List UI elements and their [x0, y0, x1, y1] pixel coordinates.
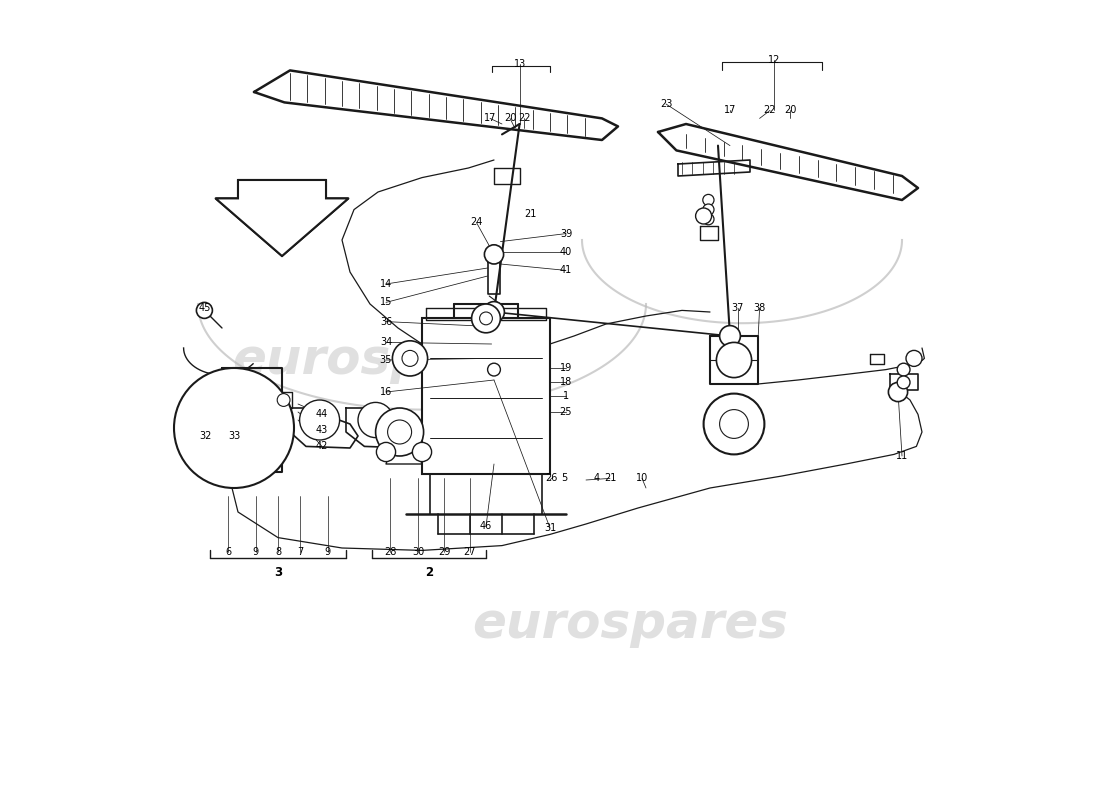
Text: 8: 8: [275, 547, 282, 557]
FancyBboxPatch shape: [422, 318, 550, 474]
Circle shape: [480, 312, 493, 325]
Text: 20: 20: [784, 106, 796, 115]
Text: 5: 5: [561, 474, 568, 483]
Circle shape: [240, 444, 264, 468]
Text: 22: 22: [763, 106, 777, 115]
Circle shape: [472, 304, 500, 333]
Text: 6: 6: [226, 547, 231, 557]
Circle shape: [376, 442, 396, 462]
Text: 17: 17: [724, 106, 736, 115]
Text: 18: 18: [560, 378, 572, 387]
Text: 38: 38: [754, 303, 766, 313]
Circle shape: [906, 350, 922, 366]
Text: 46: 46: [480, 522, 492, 531]
Circle shape: [277, 394, 290, 406]
Text: 23: 23: [660, 99, 672, 109]
Circle shape: [412, 442, 431, 462]
Text: 27: 27: [464, 547, 476, 557]
Circle shape: [393, 341, 428, 376]
Text: 36: 36: [379, 317, 392, 326]
Circle shape: [358, 402, 393, 438]
Text: 32: 32: [200, 431, 212, 441]
Circle shape: [484, 302, 505, 322]
Polygon shape: [216, 180, 349, 256]
Text: 29: 29: [438, 547, 451, 557]
Text: 37: 37: [732, 303, 745, 313]
Text: 25: 25: [560, 407, 572, 417]
Text: 9: 9: [253, 547, 258, 557]
Text: 30: 30: [411, 547, 425, 557]
Text: 33: 33: [228, 431, 240, 441]
Text: 15: 15: [379, 298, 393, 307]
Circle shape: [719, 326, 740, 346]
Circle shape: [898, 363, 910, 376]
Circle shape: [197, 302, 212, 318]
Circle shape: [898, 376, 910, 389]
Text: 4: 4: [593, 474, 600, 483]
Text: 7: 7: [297, 547, 304, 557]
Circle shape: [240, 392, 264, 416]
Text: 19: 19: [560, 363, 572, 373]
Text: 16: 16: [379, 387, 392, 397]
Circle shape: [703, 194, 714, 206]
Text: 24: 24: [470, 218, 483, 227]
Circle shape: [299, 400, 340, 440]
Text: 28: 28: [384, 547, 396, 557]
Text: 1: 1: [563, 391, 569, 401]
Text: 9: 9: [324, 547, 331, 557]
Text: 3: 3: [274, 566, 282, 579]
Text: 43: 43: [316, 426, 328, 435]
Text: eurospares: eurospares: [232, 336, 548, 384]
Text: eurospares: eurospares: [472, 600, 788, 648]
Circle shape: [703, 204, 714, 215]
Circle shape: [375, 408, 424, 456]
Text: 31: 31: [543, 523, 557, 533]
Circle shape: [402, 350, 418, 366]
Circle shape: [174, 368, 294, 488]
Text: 40: 40: [560, 247, 572, 257]
Text: 20: 20: [504, 114, 516, 123]
Text: 17: 17: [484, 114, 496, 123]
Text: 41: 41: [560, 266, 572, 275]
Text: 21: 21: [604, 474, 616, 483]
Circle shape: [716, 342, 751, 378]
Text: 12: 12: [768, 55, 780, 65]
Text: 34: 34: [379, 338, 392, 347]
Circle shape: [719, 410, 748, 438]
Circle shape: [704, 394, 764, 454]
Circle shape: [695, 208, 712, 224]
Text: 13: 13: [514, 59, 526, 69]
Circle shape: [487, 363, 500, 376]
Text: 44: 44: [316, 410, 328, 419]
Text: 26: 26: [546, 474, 558, 483]
Text: 45: 45: [198, 303, 210, 313]
Circle shape: [230, 382, 274, 426]
Circle shape: [703, 214, 714, 225]
Text: 2: 2: [425, 566, 433, 579]
Text: 22: 22: [518, 114, 530, 123]
Text: 10: 10: [636, 474, 648, 483]
Text: 42: 42: [316, 442, 328, 451]
Text: 35: 35: [379, 355, 393, 365]
Text: 39: 39: [560, 229, 572, 238]
Circle shape: [387, 420, 411, 444]
Text: 21: 21: [524, 210, 536, 219]
Text: 11: 11: [895, 451, 909, 461]
Text: 14: 14: [379, 279, 392, 289]
Circle shape: [889, 382, 908, 402]
Circle shape: [484, 245, 504, 264]
